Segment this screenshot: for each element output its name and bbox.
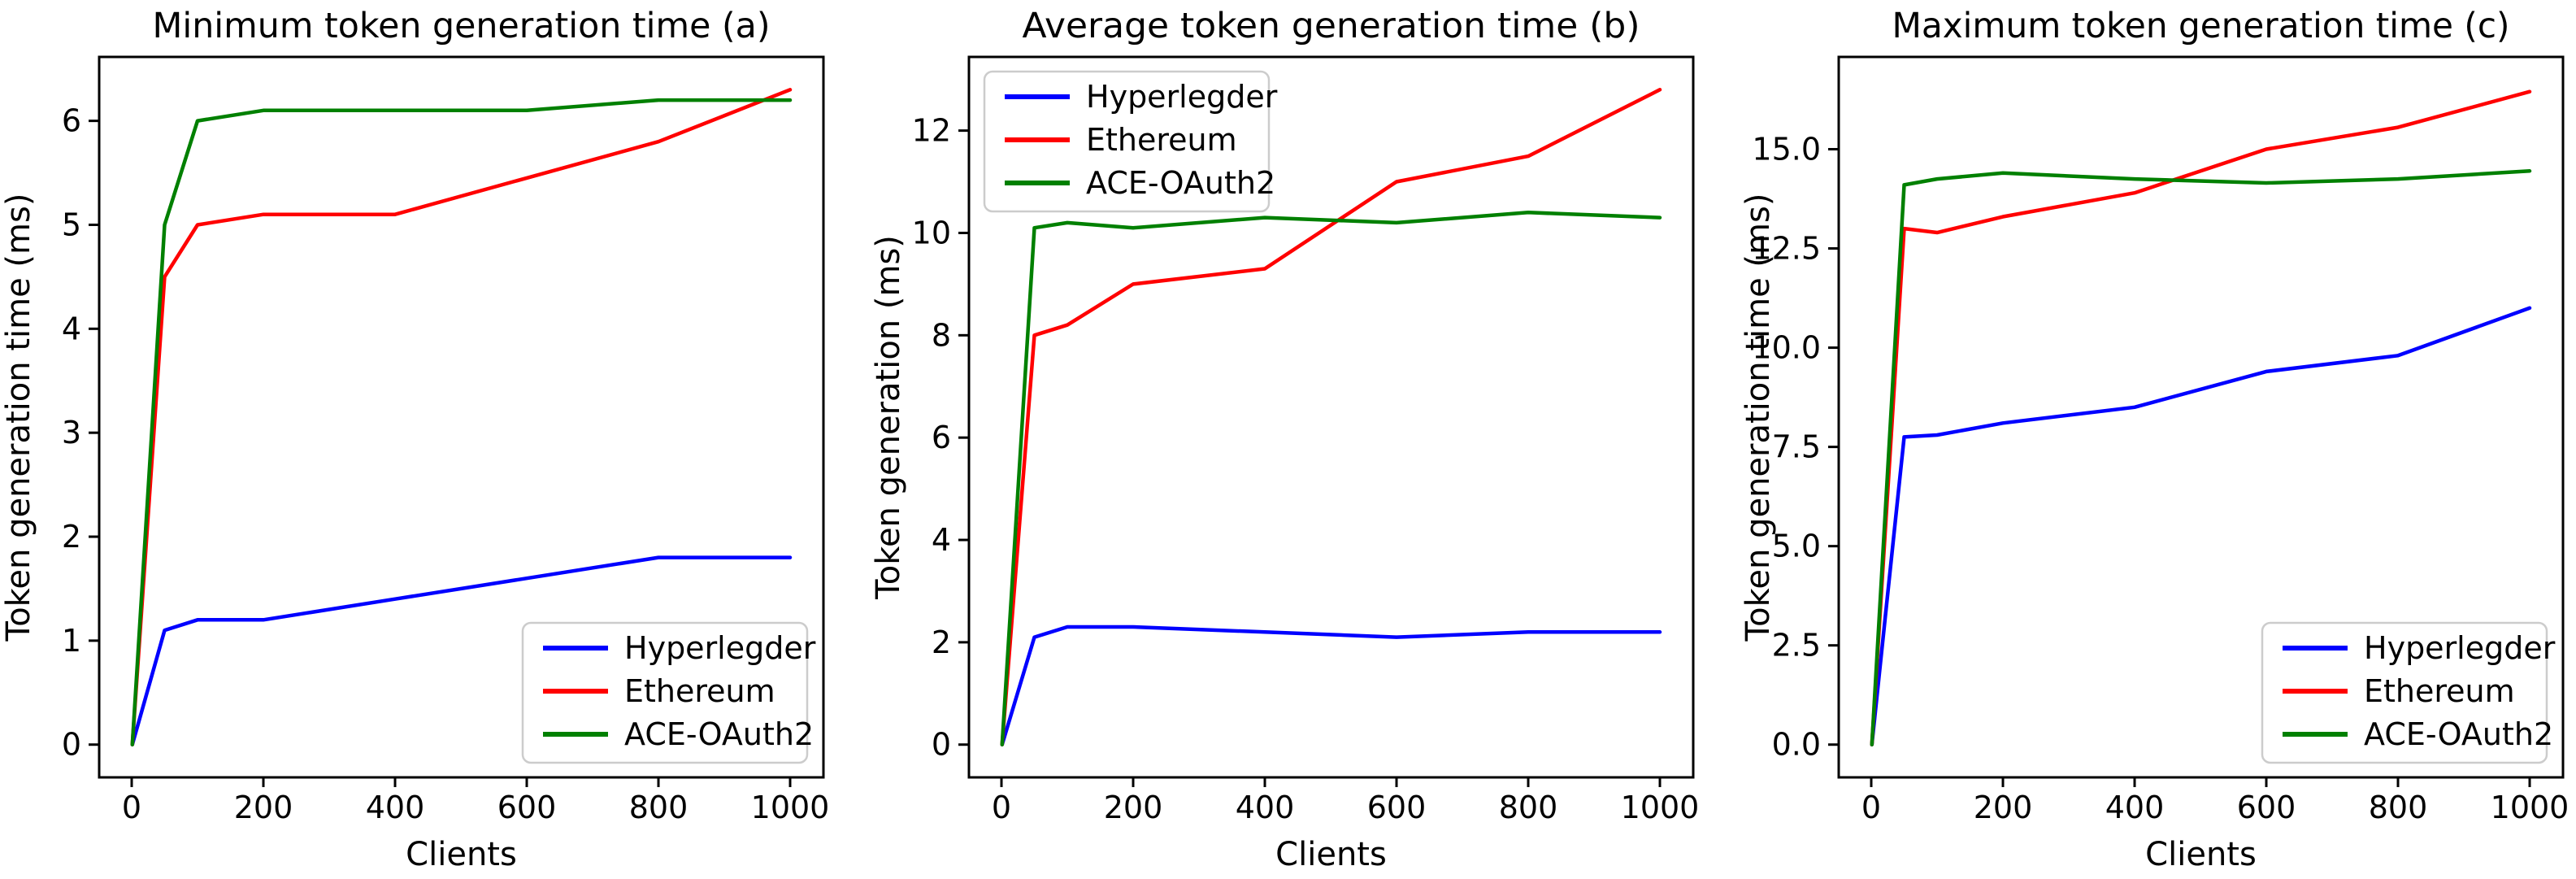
legend-entry: ACE-OAuth2 [543,716,814,752]
line-ethereum [1870,89,2532,746]
legend-label: ACE-OAuth2 [1086,165,1275,201]
axes-frame [967,55,1695,779]
x-tick-label: 200 [234,790,293,825]
line-hyperlegder [1870,306,2532,746]
x-tick-label: 800 [629,790,689,825]
x-tick-label: 0 [992,790,1011,825]
subplot-average: Average token generation time (b) 0 200 400… [870,6,1699,873]
y-tick-label: 4 [62,311,81,346]
legend-entry: Ethereum [543,673,775,709]
y-tick-label: 8 [932,317,951,353]
y-tick-label: 2 [62,519,81,555]
legend-label: Hyperlegder [2364,630,2556,666]
x-tick-label: 600 [1367,790,1427,825]
legend-frame [983,70,1271,213]
subplot-maximum: Maximum token generation time (c) 0 200 400… [1740,6,2569,873]
x-tick-label: 1000 [1621,790,1700,825]
legend-entry: Ethereum [1005,122,1237,158]
y-tick-label: 2.5 [1772,628,1821,664]
x-tick-label: 400 [2105,790,2165,825]
line-hyperlegder [1000,624,1662,746]
x-tick-label: 0 [122,790,141,825]
legend-label: Ethereum [624,673,775,709]
subplot-minimum: Minimum token generation time (a) 0 200 400… [0,6,829,873]
legend-frame [521,621,809,764]
y-tick-label: 6 [62,103,81,139]
x-tick-label: 200 [1974,790,2033,825]
y-tick-label: 5 [62,207,81,242]
line-ethereum [130,88,793,746]
y-tick-label: 2 [932,624,951,660]
y-tick-label: 10 [912,215,951,250]
x-tick-label: 800 [2369,790,2428,825]
x-tick-label: 400 [1236,790,1295,825]
x-tick-label: 800 [1499,790,1558,825]
subplot-title: Minimum token generation time (a) [153,6,771,46]
legend-entry: ACE-OAuth2 [2283,716,2553,752]
y-tick-label: 3 [62,415,81,450]
legend-box: Hyperlegder Ethereum ACE-OAuth2 [2261,621,2556,764]
legend-label: Ethereum [2364,673,2515,709]
y-tick-label: 4 [932,522,951,558]
y-tick-label: 6 [932,420,951,455]
legend-entry: Ethereum [2283,673,2515,709]
y-tick-label: 7.5 [1772,429,1821,465]
y-tick-label: 0 [932,727,951,763]
legend-entry: Hyperlegder [543,630,816,666]
line-hyperlegder [130,555,793,746]
y-axis-label: Token generation time (ms) [0,194,37,642]
x-tick-label: 200 [1104,790,1163,825]
y-axis-label: Token generation time (ms) [1740,194,1777,642]
x-axis-label: Clients [1275,836,1387,873]
legend-box: Hyperlegder Ethereum ACE-OAuth2 [983,70,1278,213]
legend-label: Hyperlegder [624,630,816,666]
y-tick-label: 0 [62,727,81,763]
x-tick-label: 600 [2237,790,2296,825]
x-tick-label: 1000 [2491,790,2569,825]
y-axis-label: Token generation (ms) [870,235,907,600]
subplot-title: Average token generation time (b) [1023,6,1640,46]
y-tick-label: 10.0 [1752,330,1821,366]
x-tick-label: 0 [1861,790,1881,825]
line-ace-oauth2 [130,98,793,746]
y-tick-label: 0.0 [1772,727,1821,763]
legend-label: ACE-OAuth2 [624,716,814,752]
y-tick-label: 5.0 [1772,529,1821,564]
x-tick-label: 1000 [751,790,830,825]
x-tick-label: 400 [366,790,425,825]
legend-frame [2261,621,2548,764]
y-tick-label: 1 [62,623,81,659]
legend-box: Hyperlegder Ethereum ACE-OAuth2 [521,621,816,764]
y-tick-label: 12 [912,113,951,149]
legend-label: Ethereum [1086,122,1237,158]
y-tick-label: 15.0 [1752,131,1821,167]
subplot-title: Maximum token generation time (c) [1892,6,2510,46]
legend-entry: ACE-OAuth2 [1005,165,1275,201]
x-axis-label: Clients [2145,836,2257,873]
legend-label: ACE-OAuth2 [2364,716,2553,752]
legend-entry: Hyperlegder [1005,79,1278,115]
x-axis-label: Clients [406,836,517,873]
axes-frame [98,55,825,779]
line-ethereum [1000,88,1662,746]
legend-label: Hyperlegder [1086,79,1278,115]
y-tick-label: 12.5 [1752,231,1821,267]
axes-frame [1837,55,2565,779]
x-tick-label: 600 [497,790,557,825]
legend-entry: Hyperlegder [2283,630,2556,666]
line-ace-oauth2 [1000,211,1662,746]
line-ace-oauth2 [1870,169,2532,746]
